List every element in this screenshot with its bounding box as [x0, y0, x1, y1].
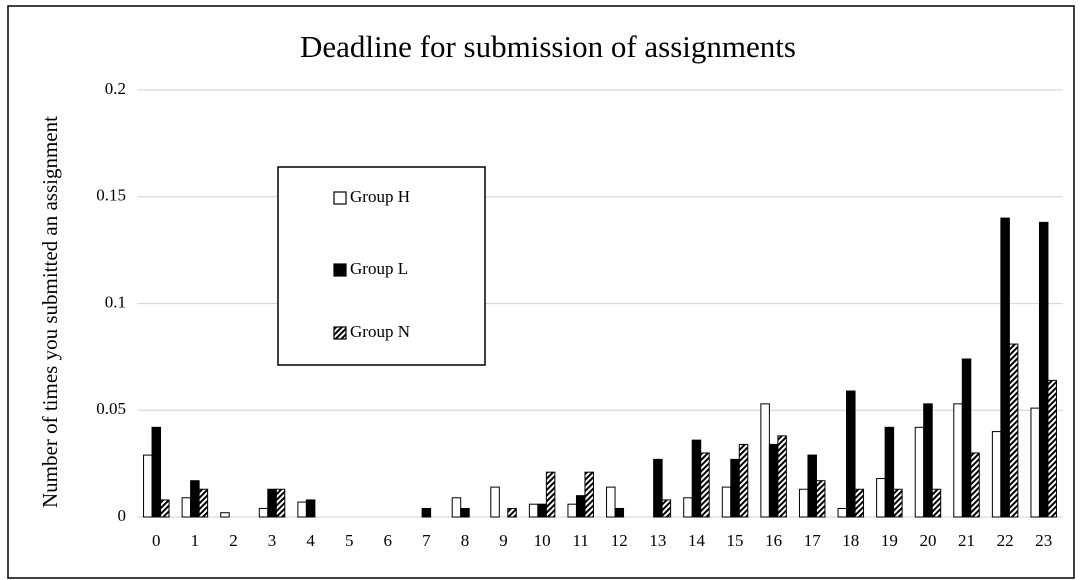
bar [991, 431, 1002, 518]
bar [151, 426, 162, 518]
bar [421, 507, 432, 518]
x-tick-label: 4 [306, 531, 315, 550]
legend-label: Group N [350, 322, 410, 341]
bar [584, 471, 594, 518]
bar [507, 507, 517, 518]
x-tick-label: 14 [688, 531, 706, 550]
bar [700, 452, 710, 518]
y-tick-label: 0.05 [96, 399, 126, 418]
x-tick-label: 21 [958, 531, 975, 550]
bar [143, 454, 153, 518]
bar [837, 507, 848, 518]
legend-swatch [333, 326, 347, 340]
bar [537, 503, 547, 518]
x-tick-label: 1 [191, 531, 200, 550]
y-tick-label: 0.2 [105, 79, 126, 98]
x-tick-label: 18 [842, 531, 859, 550]
bar [305, 499, 316, 518]
bar [1030, 407, 1040, 518]
x-tick-label: 22 [997, 531, 1014, 550]
x-tick-label: 17 [804, 531, 822, 550]
y-tick-label: 0 [118, 506, 127, 525]
bar [190, 480, 200, 518]
bar [846, 390, 856, 518]
bar [893, 488, 903, 518]
x-tick-label: 2 [229, 531, 238, 550]
bar [528, 503, 539, 518]
bar [661, 499, 672, 518]
x-tick-label: 12 [611, 531, 628, 550]
bar [798, 488, 809, 518]
bar [181, 497, 192, 518]
bar [606, 486, 616, 518]
x-tick-label: 19 [881, 531, 898, 550]
bar [258, 507, 269, 518]
bar [545, 471, 556, 518]
bar [198, 488, 209, 518]
bar [275, 488, 286, 518]
bar [575, 495, 586, 518]
x-tick-label: 9 [499, 531, 508, 550]
x-tick-label: 23 [1035, 531, 1052, 550]
bar [653, 458, 663, 518]
legend-swatch [333, 263, 347, 277]
bar [297, 501, 307, 518]
bar [760, 403, 770, 518]
bar [953, 403, 963, 518]
legend-label: Group L [350, 259, 408, 278]
x-tick-label: 7 [422, 531, 431, 550]
bar [730, 458, 740, 518]
x-tick-label: 8 [461, 531, 470, 550]
bar [961, 358, 972, 518]
bar [490, 486, 500, 518]
bar [777, 435, 787, 518]
bar [1047, 379, 1057, 518]
bar [160, 499, 170, 518]
bar [738, 443, 749, 518]
y-tick-label: 0.1 [105, 292, 126, 311]
bar [1038, 221, 1049, 518]
bar [220, 512, 230, 518]
bar [567, 503, 577, 518]
bar [970, 452, 980, 518]
x-tick-label: 20 [919, 531, 936, 550]
bar [1000, 217, 1010, 518]
legend-swatch [333, 191, 347, 205]
bar [721, 486, 732, 518]
y-tick-label: 0.15 [96, 186, 126, 205]
x-tick-label: 0 [152, 531, 161, 550]
bar [923, 403, 933, 518]
bar [884, 426, 895, 518]
bar [931, 488, 942, 518]
bar [683, 497, 693, 518]
bar [691, 439, 702, 518]
legend-label: Group H [350, 187, 410, 206]
x-tick-label: 11 [573, 531, 589, 550]
x-tick-label: 10 [534, 531, 551, 550]
bar [876, 478, 886, 518]
bar [854, 488, 865, 518]
bar [768, 443, 779, 518]
x-tick-label: 16 [765, 531, 782, 550]
y-axis-label: Number of times you submitted an assignm… [38, 116, 62, 508]
chart-title: Deadline for submission of assignments [300, 29, 796, 64]
x-tick-label: 6 [384, 531, 393, 550]
bar [815, 480, 826, 518]
bar [1008, 343, 1019, 518]
bar [451, 497, 462, 518]
x-tick-label: 5 [345, 531, 354, 550]
x-tick-label: 3 [268, 531, 277, 550]
bar [914, 426, 925, 518]
bar [460, 507, 470, 518]
x-tick-label: 13 [649, 531, 666, 550]
chart-border [7, 5, 1075, 579]
x-tick-label: 15 [727, 531, 744, 550]
bar [807, 454, 817, 518]
legend-box [277, 166, 486, 366]
bar [614, 507, 625, 518]
bar [267, 488, 277, 518]
